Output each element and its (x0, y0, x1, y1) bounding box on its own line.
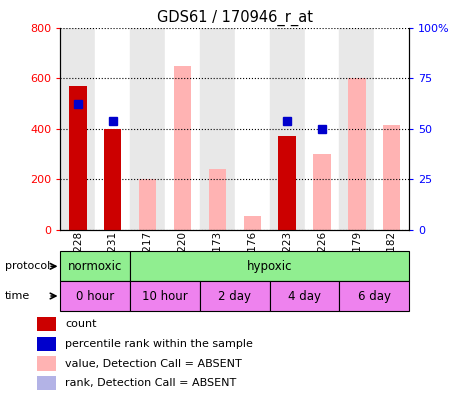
Bar (235, 28, 270, 230)
Bar (130, 251, 409, 281)
Bar (348, 78, 365, 230)
Text: hypoxic: hypoxic (247, 260, 292, 273)
Text: value, Detection Call = ABSENT: value, Detection Call = ABSENT (65, 358, 242, 369)
Bar (270, 281, 339, 311)
Text: 6 day: 6 day (358, 289, 391, 303)
Bar (130, 28, 165, 230)
Bar (305, 28, 339, 230)
Bar (130, 281, 200, 311)
Text: 0 hour: 0 hour (76, 289, 114, 303)
Bar (37, 317, 56, 331)
Bar (174, 66, 191, 230)
Bar (139, 179, 156, 230)
Bar (383, 125, 400, 230)
Bar (244, 216, 261, 230)
Bar (313, 154, 331, 230)
Bar (37, 356, 56, 371)
Bar (95, 28, 130, 230)
Bar (200, 281, 270, 311)
Text: rank, Detection Call = ABSENT: rank, Detection Call = ABSENT (65, 378, 236, 388)
Bar (339, 28, 374, 230)
Bar (60, 281, 130, 311)
Text: 2 day: 2 day (219, 289, 251, 303)
Bar (200, 28, 235, 230)
Bar (279, 136, 296, 230)
Text: time: time (5, 291, 30, 301)
Text: protocol: protocol (5, 261, 50, 271)
Bar (37, 337, 56, 351)
Text: 10 hour: 10 hour (142, 289, 188, 303)
Text: 4 day: 4 day (288, 289, 321, 303)
Bar (104, 129, 121, 230)
Bar (209, 169, 226, 230)
Bar (60, 251, 130, 281)
Bar (270, 28, 305, 230)
Bar (69, 86, 86, 230)
Bar (165, 28, 200, 230)
Bar (339, 281, 409, 311)
Bar (37, 376, 56, 390)
Text: normoxic: normoxic (68, 260, 122, 273)
Text: percentile rank within the sample: percentile rank within the sample (65, 339, 253, 349)
Bar (60, 28, 95, 230)
Bar (374, 28, 409, 230)
Text: count: count (65, 319, 97, 329)
Title: GDS61 / 170946_r_at: GDS61 / 170946_r_at (157, 10, 313, 27)
